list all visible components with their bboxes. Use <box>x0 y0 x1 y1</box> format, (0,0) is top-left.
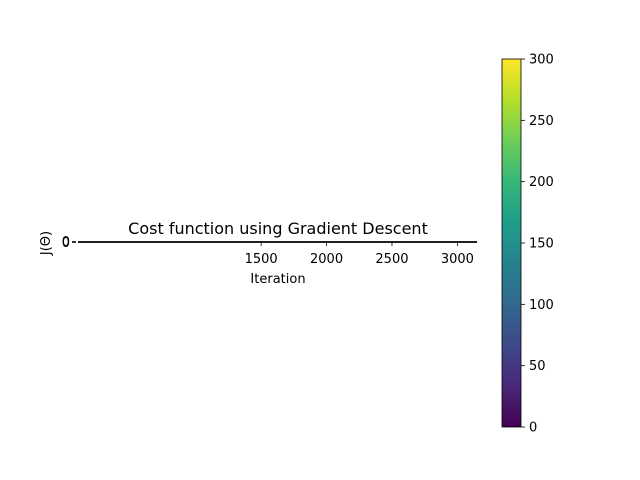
colorbar-tick-label: 300 <box>529 53 554 68</box>
y-axis-label: J(Θ) <box>39 231 54 256</box>
x-axis-ticks: 1500 2000 2500 3000 <box>245 242 474 267</box>
x-tick-label: 3000 <box>441 252 474 267</box>
colorbar-tick-label: 100 <box>529 298 554 313</box>
colorbar-tick-label: 150 <box>529 237 554 252</box>
colorbar-tick-label: 200 <box>529 175 554 190</box>
y-tick-label: 0 <box>62 235 70 250</box>
x-axis-label: Iteration <box>250 272 305 287</box>
x-tick-label: 1500 <box>245 252 278 267</box>
colorbar-tick-label: 50 <box>529 359 546 374</box>
y-tick-label: 0 <box>62 236 70 251</box>
x-tick-label: 2500 <box>375 252 408 267</box>
chart-title: Cost function using Gradient Descent <box>128 219 428 238</box>
colorbar: 0 50 100 150 200 250 300 <box>501 53 554 436</box>
colorbar-tick-label: 0 <box>529 421 537 436</box>
colorbar-tick-label: 250 <box>529 114 554 129</box>
x-tick-label: 2000 <box>310 252 343 267</box>
colorbar-ticks: 0 50 100 150 200 250 300 <box>521 53 554 436</box>
main-plot: Cost function using Gradient Descent 00 … <box>39 219 477 287</box>
y-axis-ticks: 00 <box>62 235 76 251</box>
colorbar-gradient <box>502 59 521 427</box>
